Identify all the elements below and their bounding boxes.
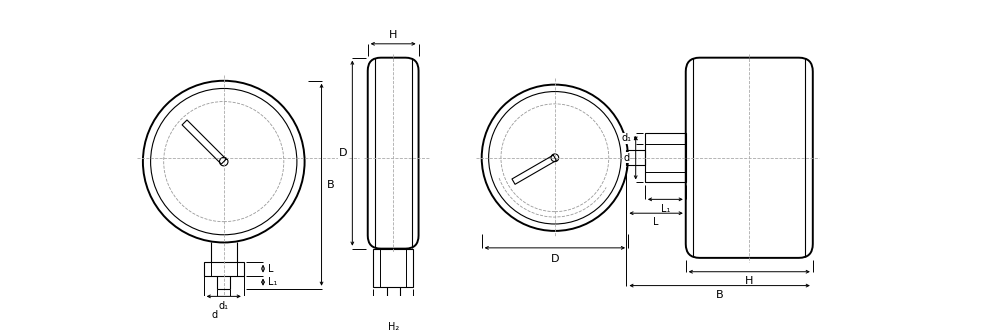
- Text: D: D: [551, 254, 559, 264]
- Text: d₁: d₁: [219, 301, 229, 311]
- Text: H: H: [745, 276, 753, 286]
- Bar: [645, 133, 686, 182]
- Text: B: B: [327, 180, 335, 190]
- Text: H: H: [389, 30, 397, 40]
- Bar: [373, 249, 413, 287]
- Text: L: L: [653, 217, 659, 227]
- Text: H₂: H₂: [388, 322, 399, 332]
- Text: L: L: [268, 264, 273, 274]
- Text: D: D: [339, 148, 347, 158]
- Text: B: B: [716, 290, 723, 300]
- Text: L₁: L₁: [661, 203, 670, 213]
- Text: d: d: [623, 153, 630, 163]
- Text: d₁: d₁: [621, 133, 631, 143]
- Bar: [626, 151, 645, 165]
- Text: d: d: [211, 310, 218, 320]
- Text: L₁: L₁: [268, 277, 277, 287]
- Bar: [204, 262, 244, 276]
